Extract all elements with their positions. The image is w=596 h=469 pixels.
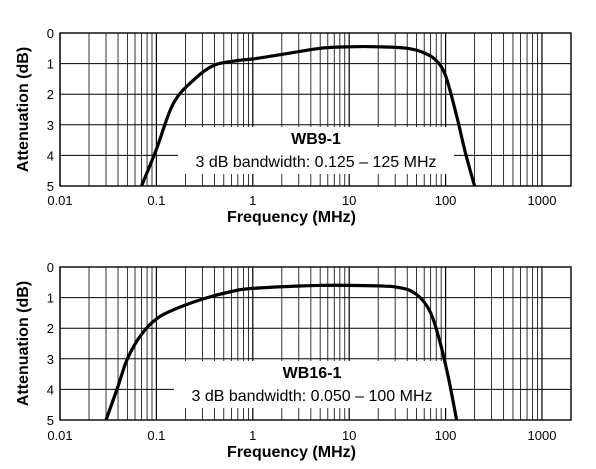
x-tick-label: 1 (249, 193, 256, 208)
annotation-bandwidth: 3 dB bandwidth: 0.125 – 125 MHz (195, 154, 436, 171)
x-tick-label: 1 (249, 428, 256, 443)
y-tick-label: 2 (47, 321, 54, 336)
x-tick-label: 0.1 (147, 428, 165, 443)
chart-panel-wb9-1: 0 1 2 3 4 50.01 0.1 1 10 100 1000 Frequency (MHz) At… (15, 26, 572, 226)
chart-panel-wb16-1: 0 1 2 3 4 50.01 0.1 1 10 100 1000 Frequency (MHz) At… (15, 260, 572, 461)
x-axis-title: Frequency (MHz) (227, 209, 356, 226)
y-tick-label: 3 (47, 352, 54, 367)
y-tick-label: 1 (47, 57, 54, 72)
y-tick-label: 0 (47, 26, 54, 41)
annotation-bandwidth: 3 dB bandwidth: 0.050 – 100 MHz (191, 388, 432, 405)
annotation-model-name: WB9-1 (291, 131, 341, 148)
y-tick-label: 5 (47, 179, 54, 194)
y-axis-title: Attenuation (dB) (15, 47, 32, 172)
y-tick-label: 4 (47, 148, 54, 163)
annotation-background (178, 127, 454, 174)
y-tick-label: 5 (47, 413, 54, 428)
x-tick-label: 100 (435, 193, 457, 208)
y-tick-label: 3 (47, 118, 54, 133)
series-line (140, 44, 477, 186)
x-tick-label: 0.01 (47, 428, 72, 443)
plot-frame (59, 32, 572, 187)
y-tick-label: 0 (47, 260, 54, 275)
annotation-background (174, 361, 450, 408)
series-line (104, 283, 459, 420)
x-tick-label: 100 (435, 428, 457, 443)
annotation-model-name: WB16-1 (283, 365, 342, 382)
x-tick-label: 1000 (528, 428, 557, 443)
y-tick-label: 4 (47, 382, 54, 397)
x-tick-label: 10 (342, 428, 356, 443)
plot-frame (59, 266, 572, 421)
y-tick-label: 2 (47, 87, 54, 102)
x-tick-label: 0.1 (147, 193, 165, 208)
y-tick-label: 1 (47, 291, 54, 306)
y-axis-title: Attenuation (dB) (15, 281, 32, 406)
x-axis-title: Frequency (MHz) (227, 444, 356, 461)
x-tick-label: 10 (342, 193, 356, 208)
x-tick-label: 1000 (528, 193, 557, 208)
x-tick-label: 0.01 (47, 193, 72, 208)
